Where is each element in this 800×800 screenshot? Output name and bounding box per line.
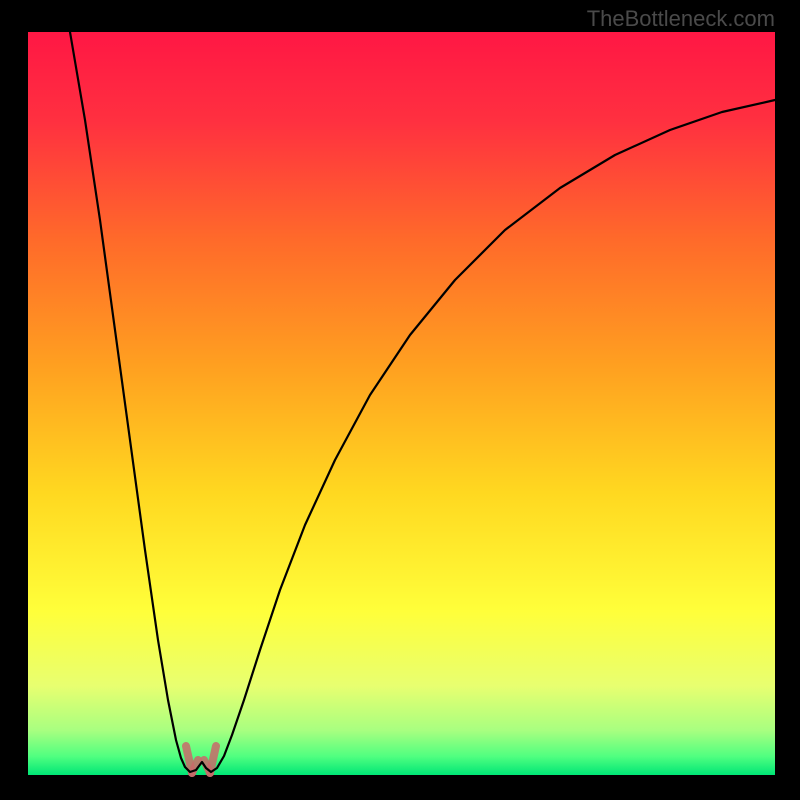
plot-background [28, 32, 775, 775]
chart-container: TheBottleneck.com [0, 0, 800, 800]
attribution-text: TheBottleneck.com [587, 6, 775, 32]
